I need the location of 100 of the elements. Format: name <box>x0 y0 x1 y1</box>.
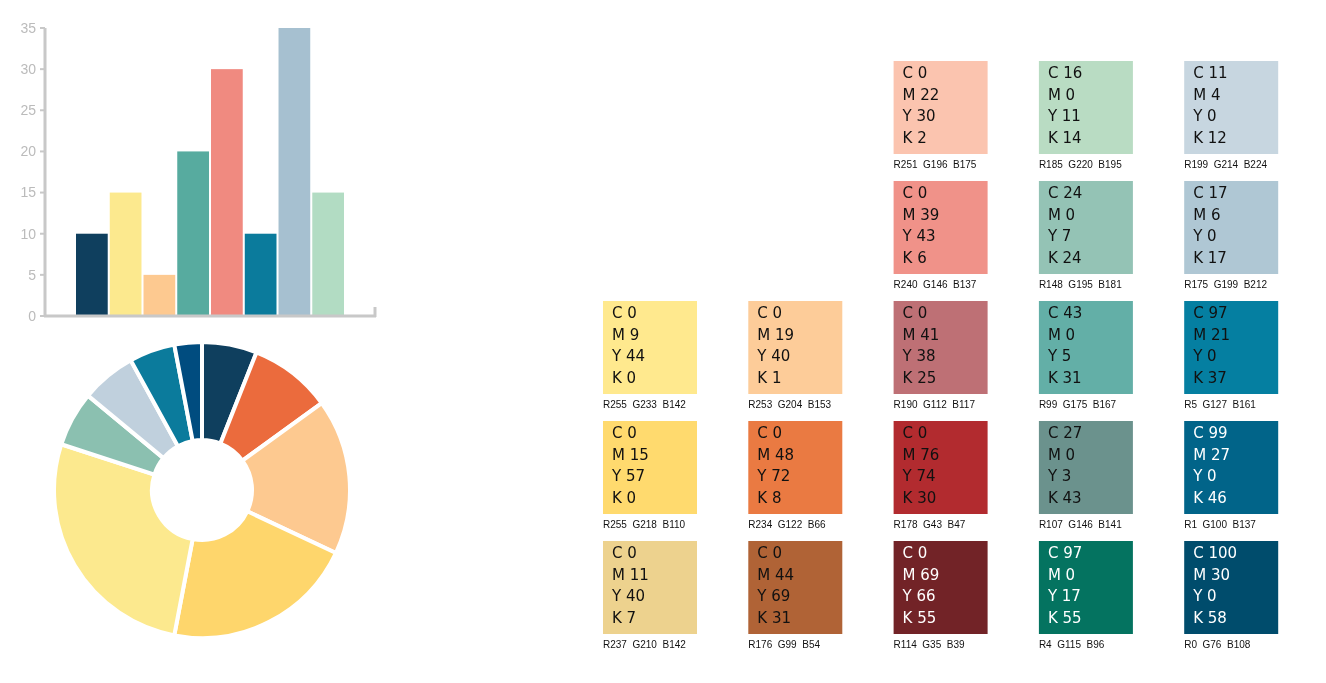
category-label: R234 G122 B66 <box>748 519 827 530</box>
y-tick-label: 25 <box>20 102 37 119</box>
text: Y 38 <box>901 347 936 365</box>
text: M 19 <box>757 325 795 344</box>
text: M 0 <box>1047 445 1076 464</box>
text: M 21 <box>1193 325 1230 344</box>
text: Y 0 <box>1192 107 1217 125</box>
text: K 7 <box>612 608 637 627</box>
bar <box>244 233 277 316</box>
text: M 41 <box>902 325 940 344</box>
text: C 17 <box>1193 184 1228 202</box>
text: K 0 <box>612 488 637 507</box>
text: Y 17 <box>1046 587 1081 605</box>
text: K 2 <box>902 128 927 147</box>
text: K 55 <box>902 608 937 627</box>
text: M 9 <box>612 325 640 344</box>
bar <box>278 28 311 316</box>
text: M 22 <box>902 85 940 104</box>
text: Y 0 <box>1192 347 1217 365</box>
text: Y 44 <box>611 347 646 365</box>
text: K 30 <box>902 488 937 507</box>
text: Y 0 <box>1192 227 1217 245</box>
text: M 0 <box>1047 325 1076 344</box>
text: M 15 <box>612 445 649 464</box>
category-label: R199 G214 B224 <box>1184 159 1268 170</box>
category-label: R255 G233 B142 <box>603 399 687 410</box>
text: C 24 <box>1047 184 1083 202</box>
category-label: R1 G100 B137 <box>1184 519 1257 530</box>
text: Y 69 <box>756 587 791 605</box>
text: C 0 <box>757 424 783 442</box>
text: C 0 <box>902 184 928 202</box>
text: C 100 <box>1193 544 1238 562</box>
bar <box>109 192 142 316</box>
text: Y 30 <box>901 107 936 125</box>
text: K 31 <box>1047 368 1082 387</box>
text: C 0 <box>757 304 783 322</box>
text: K 43 <box>1047 488 1082 507</box>
category-label: R176 G99 B54 <box>748 639 821 650</box>
text: Y 72 <box>756 467 791 485</box>
bar <box>312 192 344 316</box>
text: K 14 <box>1047 128 1082 147</box>
text: K 25 <box>902 368 937 387</box>
y-tick-label: 10 <box>20 225 37 242</box>
text: Y 74 <box>901 467 936 485</box>
text: M 0 <box>1047 565 1076 584</box>
text: C 11 <box>1193 64 1228 82</box>
text: K 55 <box>1047 608 1082 627</box>
text: M 30 <box>1193 565 1230 584</box>
text: K 6 <box>902 248 927 267</box>
text: K 8 <box>757 488 782 507</box>
text: C 99 <box>1193 424 1228 442</box>
category-label: R255 G218 B110 <box>603 519 686 530</box>
text: Y 0 <box>1192 587 1217 605</box>
text: Y 40 <box>611 587 646 605</box>
text: C 27 <box>1047 424 1083 442</box>
text: M 44 <box>757 565 795 584</box>
category-label: R148 G195 B181 <box>1038 279 1123 290</box>
text: K 37 <box>1193 368 1227 387</box>
text: Y 0 <box>1192 467 1217 485</box>
text: M 76 <box>902 445 940 464</box>
text: K 46 <box>1193 488 1227 507</box>
category-label: R237 G210 B142 <box>603 639 687 650</box>
text: Y 3 <box>1046 467 1072 485</box>
text: C 0 <box>757 544 783 562</box>
text: Y 43 <box>901 227 936 245</box>
y-tick-label: 30 <box>20 61 37 78</box>
text: Y 7 <box>1046 227 1072 245</box>
category-label: R114 G35 B39 <box>893 639 966 650</box>
category-label: R251 G196 B175 <box>893 159 977 170</box>
text: K 24 <box>1047 248 1082 267</box>
text: K 17 <box>1193 248 1227 267</box>
text: M 48 <box>757 445 795 464</box>
bar <box>76 233 108 316</box>
category-label: R185 G220 B195 <box>1038 159 1123 170</box>
text: K 1 <box>757 368 782 387</box>
text: K 31 <box>757 608 791 627</box>
text: C 0 <box>612 544 637 562</box>
text: C 0 <box>902 424 928 442</box>
bar <box>177 151 209 316</box>
category-label: R175 G199 B212 <box>1184 279 1268 290</box>
category-label: R99 G175 B167 <box>1038 399 1117 410</box>
text: C 0 <box>902 544 928 562</box>
y-tick-label: 5 <box>28 266 37 283</box>
text: Y 40 <box>756 347 791 365</box>
y-tick-label: 20 <box>20 143 37 160</box>
text: M 0 <box>1047 205 1076 224</box>
text: Y 5 <box>1046 347 1072 365</box>
text: M 6 <box>1193 205 1221 224</box>
text: M 27 <box>1193 445 1230 464</box>
category-label: R190 G112 B117 <box>893 399 976 410</box>
text: K 12 <box>1193 128 1227 147</box>
text: C 0 <box>612 424 637 442</box>
y-tick-label: 35 <box>20 19 37 36</box>
category-label: R0 G76 B108 <box>1184 639 1251 650</box>
text: M 0 <box>1047 85 1076 104</box>
text: C 97 <box>1193 304 1228 322</box>
text: C 0 <box>902 304 928 322</box>
text: M 39 <box>902 205 940 224</box>
text: M 4 <box>1193 85 1221 104</box>
text: C 0 <box>902 64 928 82</box>
